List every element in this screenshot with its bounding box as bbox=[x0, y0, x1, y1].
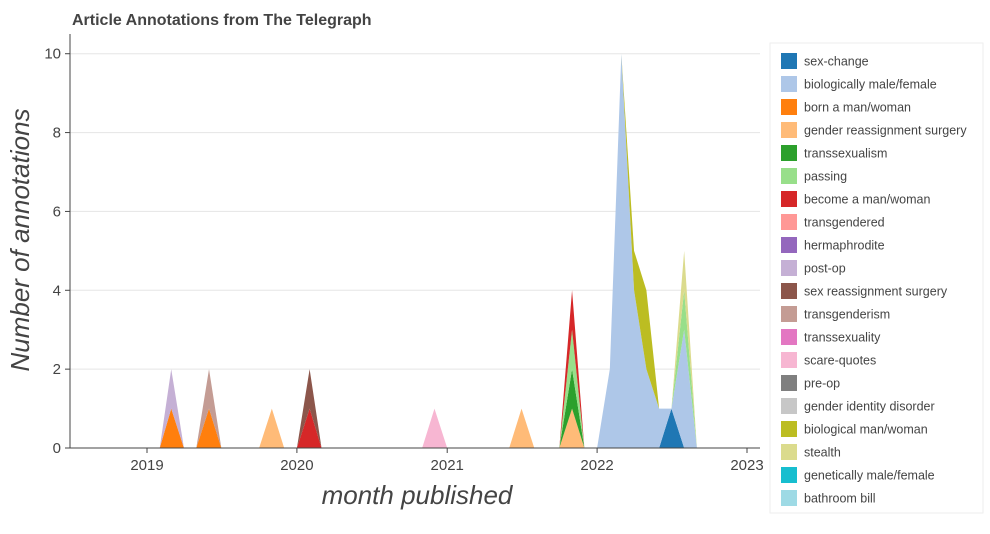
legend-label: sex-change bbox=[804, 55, 869, 69]
area-series bbox=[147, 53, 747, 448]
legend-label: genetically male/female bbox=[804, 469, 935, 483]
legend-swatch bbox=[781, 444, 797, 460]
legend-item-gender-identity-disorder[interactable]: gender identity disorder bbox=[781, 398, 935, 414]
legend-label: sex reassignment surgery bbox=[804, 285, 948, 299]
chart-title: Article Annotations from The Telegraph bbox=[72, 12, 372, 29]
area-become-a-man-woman bbox=[147, 53, 747, 448]
legend-swatch bbox=[781, 306, 797, 322]
x-tick-label: 2022 bbox=[580, 457, 613, 474]
legend-label: stealth bbox=[804, 446, 841, 460]
legend-label: born a man/woman bbox=[804, 101, 911, 115]
legend-item-genetically-male-female[interactable]: genetically male/female bbox=[781, 467, 935, 483]
grid bbox=[70, 53, 760, 370]
x-tick-label: 2020 bbox=[280, 457, 313, 474]
legend-item-transsexuality[interactable]: transsexuality bbox=[781, 329, 881, 345]
legend-item-scare-quotes[interactable]: scare-quotes bbox=[781, 352, 876, 368]
legend-swatch bbox=[781, 352, 797, 368]
legend-swatch bbox=[781, 398, 797, 414]
area-biologically-male-female bbox=[147, 53, 747, 448]
legend-item-become-a-man-woman[interactable]: become a man/woman bbox=[781, 191, 931, 207]
legend-label: biologically male/female bbox=[804, 78, 937, 92]
legend-swatch bbox=[781, 168, 797, 184]
legend-label: biological man/woman bbox=[804, 423, 928, 437]
legend-item-born-a-man-woman[interactable]: born a man/woman bbox=[781, 99, 911, 115]
legend-item-biologically-male-female[interactable]: biologically male/female bbox=[781, 76, 937, 92]
legend-label: gender reassignment surgery bbox=[804, 124, 967, 138]
legend-swatch bbox=[781, 145, 797, 161]
x-axis-ticks: 2019 2020 2021 2022 2023 bbox=[130, 448, 764, 474]
x-tick-label: 2019 bbox=[130, 457, 163, 474]
legend-swatch bbox=[781, 375, 797, 391]
y-tick-label: 2 bbox=[53, 361, 61, 378]
legend-item-bathroom-bill[interactable]: bathroom bill bbox=[781, 490, 876, 506]
legend-label: post-op bbox=[804, 262, 846, 276]
legend-label: passing bbox=[804, 170, 847, 184]
legend-item-pre-op[interactable]: pre-op bbox=[781, 375, 840, 391]
y-axis-label: Number of annotations bbox=[5, 108, 35, 371]
area-gender-reassignment-surgery bbox=[147, 53, 747, 448]
area-transsexualism bbox=[147, 53, 747, 448]
y-axis-ticks: 0 2 4 6 8 10 bbox=[44, 46, 70, 457]
legend-swatch bbox=[781, 76, 797, 92]
legend-label: transgendered bbox=[804, 216, 885, 230]
legend-item-post-op[interactable]: post-op bbox=[781, 260, 846, 276]
legend-swatch bbox=[781, 283, 797, 299]
legend-swatch bbox=[781, 260, 797, 276]
x-axis-label: month published bbox=[322, 480, 514, 510]
y-tick-label: 6 bbox=[53, 203, 61, 220]
area-passing bbox=[147, 53, 747, 448]
legend-item-sex-change[interactable]: sex-change bbox=[781, 53, 869, 69]
legend-label: hermaphrodite bbox=[804, 239, 885, 253]
legend-swatch bbox=[781, 467, 797, 483]
legend-label: pre-op bbox=[804, 377, 840, 391]
y-tick-label: 10 bbox=[44, 46, 61, 63]
area-scare-quotes bbox=[147, 53, 747, 448]
legend-item-transgendered[interactable]: transgendered bbox=[781, 214, 885, 230]
legend-label: transsexuality bbox=[804, 331, 881, 345]
legend-item-sex-reassignment-surgery[interactable]: sex reassignment surgery bbox=[781, 283, 948, 299]
legend-item-stealth[interactable]: stealth bbox=[781, 444, 841, 460]
legend-swatch bbox=[781, 237, 797, 253]
area-post-op bbox=[147, 53, 747, 448]
y-tick-label: 0 bbox=[53, 440, 61, 457]
legend-item-transsexualism[interactable]: transsexualism bbox=[781, 145, 887, 161]
legend-label: scare-quotes bbox=[804, 354, 876, 368]
legend-swatch bbox=[781, 99, 797, 115]
legend-item-transgenderism[interactable]: transgenderism bbox=[781, 306, 890, 322]
legend-item-biological-man-woman[interactable]: biological man/woman bbox=[781, 421, 928, 437]
legend-swatch bbox=[781, 214, 797, 230]
legend-label: transsexualism bbox=[804, 147, 887, 161]
legend-swatch bbox=[781, 53, 797, 69]
legend-swatch bbox=[781, 122, 797, 138]
legend-item-gender-reassignment-surgery[interactable]: gender reassignment surgery bbox=[781, 122, 967, 138]
legend-label: bathroom bill bbox=[804, 492, 876, 506]
legend-swatch bbox=[781, 490, 797, 506]
legend: sex-change biologically male/female born a… bbox=[769, 42, 984, 514]
y-tick-label: 4 bbox=[53, 282, 61, 299]
legend-swatch bbox=[781, 329, 797, 345]
legend-item-hermaphrodite[interactable]: hermaphrodite bbox=[781, 237, 885, 253]
legend-label: transgenderism bbox=[804, 308, 890, 322]
area-biological-man-woman bbox=[147, 53, 747, 448]
area-sex-reassignment-surgery bbox=[147, 53, 747, 448]
area-transgenderism bbox=[147, 53, 747, 448]
legend-swatch bbox=[781, 421, 797, 437]
area-born-a-man-woman bbox=[147, 53, 747, 448]
legend-box bbox=[769, 42, 984, 514]
x-tick-label: 2021 bbox=[431, 457, 464, 474]
area-stealth bbox=[147, 53, 747, 448]
y-tick-label: 8 bbox=[53, 125, 61, 142]
legend-label: gender identity disorder bbox=[804, 400, 935, 414]
legend-swatch bbox=[781, 191, 797, 207]
legend-item-passing[interactable]: passing bbox=[781, 168, 847, 184]
legend-label: become a man/woman bbox=[804, 193, 931, 207]
x-tick-label: 2023 bbox=[730, 457, 763, 474]
